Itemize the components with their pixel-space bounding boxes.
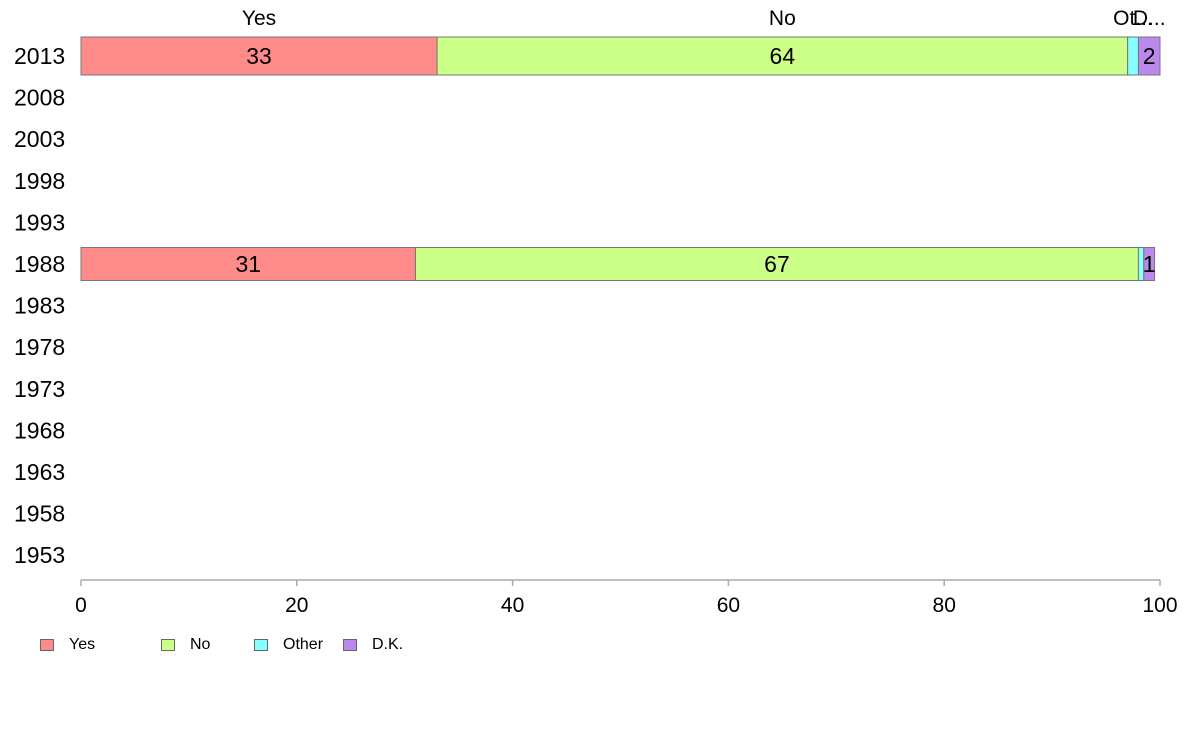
y-tick-label-2013: 2013 (14, 43, 65, 69)
x-tick-label-100: 100 (1142, 594, 1177, 617)
legend-label-other: Other (283, 636, 324, 653)
bar-1988-dk (1143, 247, 1156, 281)
bar-1988-yes (80, 247, 416, 281)
y-tick-label-1973: 1973 (14, 376, 65, 402)
bar-2013-other (1127, 36, 1139, 76)
y-tick-label-1978: 1978 (14, 334, 65, 360)
legend-label-no: No (190, 636, 211, 653)
x-tick-label-0: 0 (75, 594, 87, 617)
top-label-0: Yes (242, 7, 276, 30)
top-label-2: Ot... (1113, 7, 1153, 30)
x-tick-label-40: 40 (501, 594, 524, 617)
y-tick-label-1958: 1958 (14, 501, 65, 527)
y-tick-label-1953: 1953 (14, 542, 65, 568)
y-tick-label-1988: 1988 (14, 251, 65, 277)
legend-item-no: No (161, 636, 240, 654)
x-tick-label-20: 20 (285, 594, 308, 617)
y-tick-label-1963: 1963 (14, 459, 65, 485)
data-label-2013-dk: 2 (1143, 43, 1156, 69)
y-tick-label-1993: 1993 (14, 209, 65, 235)
legend-swatch-dk (343, 639, 357, 651)
legend-label-yes: Yes (69, 636, 96, 653)
top-label-3: D... (1133, 7, 1166, 30)
legend-swatch-other (254, 639, 268, 651)
x-tick-label-80: 80 (933, 594, 956, 617)
bar-1988-no (414, 247, 1139, 281)
top-label-1: No (769, 7, 796, 30)
legend: Yes No Other D.K. (40, 636, 417, 654)
bar-2013-yes (80, 36, 438, 76)
legend-item-dk: D.K. (343, 636, 403, 654)
data-label-2013-yes: 33 (246, 43, 272, 69)
y-tick-label-1968: 1968 (14, 417, 65, 443)
y-tick-label-1983: 1983 (14, 293, 65, 319)
bar-2013-no (436, 36, 1129, 76)
data-label-1988-yes: 31 (235, 251, 261, 277)
y-tick-label-1998: 1998 (14, 168, 65, 194)
legend-item-yes: Yes (40, 636, 147, 654)
bar-2013-dk (1137, 36, 1161, 76)
y-tick-label-2003: 2003 (14, 126, 65, 152)
legend-swatch-no (161, 639, 175, 651)
data-label-2013-no: 64 (770, 43, 796, 69)
data-label-1988-dk: 1 (1143, 251, 1156, 277)
y-tick-label-2008: 2008 (14, 85, 65, 111)
data-label-1988-no: 67 (764, 251, 790, 277)
legend-label-dk: D.K. (372, 636, 404, 653)
legend-swatch-yes (40, 639, 54, 651)
x-tick-label-60: 60 (717, 594, 740, 617)
legend-item-other: Other (254, 636, 329, 654)
